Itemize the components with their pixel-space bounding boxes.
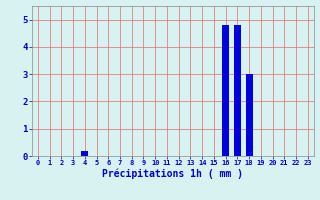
Bar xyxy=(81,151,88,156)
Bar xyxy=(234,25,241,156)
Bar xyxy=(245,74,252,156)
Bar xyxy=(222,25,229,156)
X-axis label: Précipitations 1h ( mm ): Précipitations 1h ( mm ) xyxy=(102,169,243,179)
